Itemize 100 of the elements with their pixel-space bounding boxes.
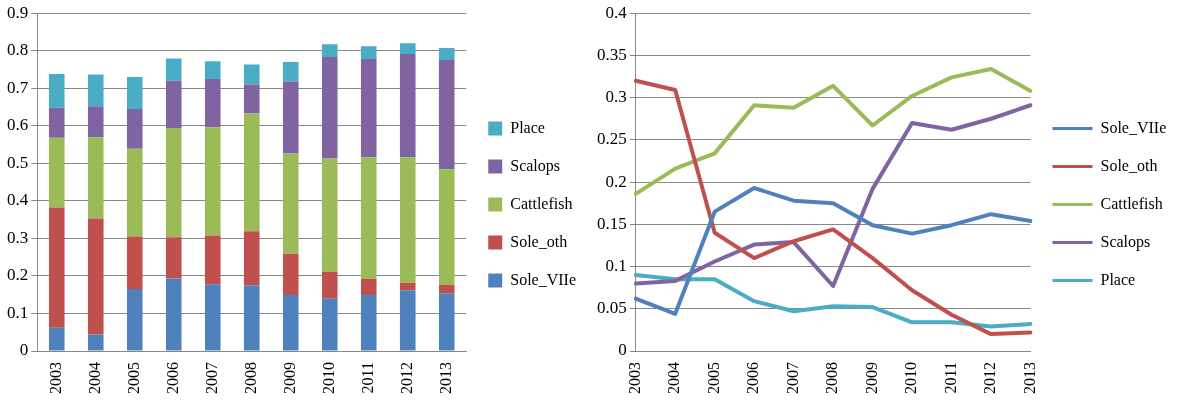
bar	[48, 107, 65, 138]
legend-label: Scalops	[510, 156, 561, 175]
bar	[126, 77, 143, 109]
bar	[243, 64, 260, 85]
bar	[243, 84, 260, 114]
legend-label: Place	[510, 118, 545, 136]
bar	[204, 78, 221, 128]
bar	[282, 253, 299, 296]
x-tick-label: 2008	[241, 362, 259, 394]
bar	[126, 148, 143, 237]
bar	[399, 54, 416, 158]
x-tick-label: 2010	[319, 362, 337, 394]
bar	[438, 60, 455, 170]
x-tick-label: 2011	[941, 362, 959, 394]
y-tick-label: 0.5	[7, 152, 29, 172]
bar	[165, 278, 182, 351]
x-tick-label: 2003	[625, 362, 643, 394]
legend-label: Sole_oth	[510, 232, 568, 250]
bar	[282, 153, 299, 254]
bar	[204, 235, 221, 285]
bar	[87, 74, 104, 107]
bar	[204, 284, 221, 351]
bar	[360, 46, 377, 59]
bar	[48, 137, 65, 208]
bar	[87, 106, 104, 138]
bar	[87, 218, 104, 335]
y-tick-label: 0.25	[597, 129, 627, 149]
y-tick-label: 0	[19, 340, 29, 360]
bar	[399, 282, 416, 291]
bar	[48, 207, 65, 328]
x-tick-label: 2009	[280, 362, 298, 394]
bar	[399, 43, 416, 55]
x-tick-label: 2009	[862, 362, 880, 394]
y-tick-label: 0.4	[7, 190, 29, 210]
legend-label: Sole_VIIe	[1100, 118, 1167, 136]
x-tick-label: 2008	[823, 362, 841, 394]
y-tick-label: 0.3	[605, 87, 627, 107]
bar	[399, 157, 416, 283]
x-tick-label: 2011	[358, 362, 376, 394]
y-tick-label: 0.8	[7, 40, 29, 60]
bar	[321, 44, 338, 58]
y-tick-label: 0.35	[597, 44, 627, 64]
bar	[399, 290, 416, 351]
legend-label: Scalops	[1100, 232, 1151, 251]
x-tick-label: 2003	[46, 362, 64, 394]
bar	[282, 61, 299, 82]
x-tick-label: 2006	[163, 362, 181, 394]
y-tick-label: 0.1	[605, 256, 627, 276]
bar	[165, 80, 182, 129]
x-tick-label: 2004	[85, 362, 103, 394]
legend-label: Sole_VIIe	[510, 270, 577, 288]
y-tick-label: 0.6	[7, 115, 29, 135]
bar	[438, 48, 455, 61]
y-tick-label: 0.2	[7, 265, 29, 285]
bar	[438, 284, 455, 294]
y-tick-label: 0.05	[597, 298, 627, 318]
bar	[165, 58, 182, 81]
x-tick-label: 2005	[704, 362, 722, 394]
bar	[87, 137, 104, 219]
bar	[126, 236, 143, 290]
bar	[321, 158, 338, 272]
x-tick-label: 2007	[202, 362, 220, 394]
y-tick-label: 0.2	[605, 171, 627, 191]
bar	[165, 237, 182, 279]
bar	[438, 293, 455, 351]
bar	[360, 278, 377, 296]
x-tick-label: 2005	[124, 362, 142, 394]
bar	[321, 271, 338, 299]
bar	[360, 295, 377, 351]
bar	[438, 169, 455, 285]
legend-label: Cattlefish	[1100, 194, 1163, 212]
bar	[204, 127, 221, 236]
x-tick-label: 2007	[783, 362, 801, 394]
bar	[126, 289, 143, 351]
bar	[48, 74, 65, 108]
bar	[165, 128, 182, 238]
bar	[360, 157, 377, 279]
bar	[243, 113, 260, 232]
y-tick-label: 0	[618, 340, 627, 360]
bar	[48, 327, 65, 351]
y-tick-label: 0.1	[7, 302, 29, 322]
bar	[204, 61, 221, 79]
x-tick-label: 2012	[981, 362, 999, 394]
y-tick-label: 0.9	[7, 2, 29, 22]
x-tick-label: 2013	[1020, 362, 1038, 394]
y-tick-label: 0.3	[7, 227, 29, 247]
bar	[321, 298, 338, 351]
x-tick-label: 2004	[665, 362, 683, 394]
legend-label: Place	[1100, 270, 1136, 288]
bar	[87, 334, 104, 351]
y-tick-label: 0.7	[7, 77, 29, 97]
bar	[321, 57, 338, 159]
x-tick-label: 2013	[436, 362, 454, 394]
bar	[282, 81, 299, 154]
bar	[243, 231, 260, 286]
y-tick-label: 0.4	[605, 2, 628, 22]
legend-label: Sole_oth	[1100, 156, 1158, 174]
bar	[243, 285, 260, 351]
legend-label: Cattlefish	[510, 194, 573, 212]
bar	[126, 108, 143, 149]
